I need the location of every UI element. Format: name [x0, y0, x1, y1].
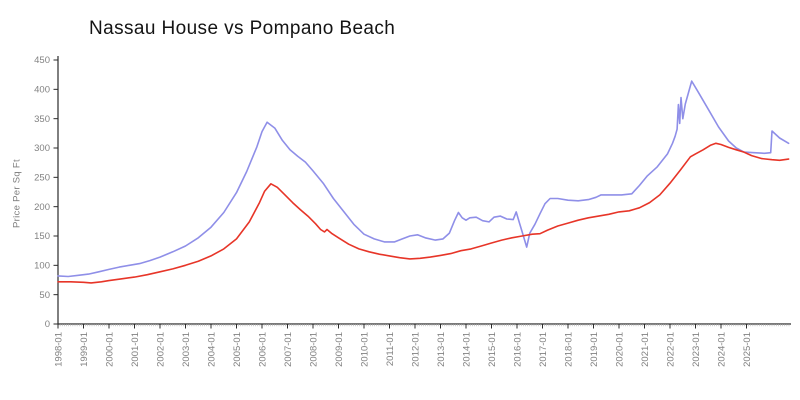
y-tick-label: 350 [34, 114, 50, 125]
x-tick-label: 2009-01 [334, 332, 345, 367]
x-tick-label: 2023-01 [691, 332, 702, 367]
x-tick-label: 2006-01 [258, 332, 269, 367]
x-tick-label: 2008-01 [309, 332, 320, 367]
x-tick-label: 2014-01 [462, 332, 473, 367]
x-tick-label: 2022-01 [666, 332, 677, 367]
x-tick-label: 2025-01 [742, 332, 753, 367]
x-tick-label: 2001-01 [130, 332, 141, 367]
y-tick-label: 450 [34, 55, 50, 66]
y-tick-label: 0 [45, 319, 50, 330]
x-tick-label: 2011-01 [385, 332, 396, 366]
x-tick-label: 1999-01 [79, 332, 90, 367]
x-tick-label: 2017-01 [538, 332, 549, 367]
axes-spines [57, 56, 791, 325]
x-tick-label: 2010-01 [360, 332, 371, 367]
x-tick-label: 2004-01 [207, 332, 218, 367]
x-tick-label: 2002-01 [156, 332, 167, 367]
series-line-nassau-house [57, 80, 790, 278]
x-tick-label: 2000-01 [105, 332, 116, 367]
y-tick-label: 50 [39, 290, 50, 301]
x-tick-label: 2018-01 [564, 332, 575, 367]
y-tick-label: 300 [34, 143, 50, 154]
x-tick-label: 2021-01 [640, 332, 651, 367]
y-tick-label: 250 [34, 173, 50, 184]
x-tick-label: 1998-01 [54, 332, 65, 367]
x-tick-label: 2007-01 [283, 332, 294, 367]
y-tick-label: 200 [34, 202, 50, 213]
chart-title: Nassau House vs Pompano Beach [89, 18, 396, 39]
y-tick-label: 100 [34, 261, 50, 272]
x-tick-label: 2012-01 [411, 332, 422, 367]
x-tick-label: 2019-01 [589, 332, 600, 367]
x-tick-label: 2005-01 [232, 332, 243, 367]
x-tick-label: 2015-01 [487, 332, 498, 367]
x-tick-label: 2024-01 [717, 332, 728, 367]
x-tick-label: 2020-01 [615, 332, 626, 367]
x-tick-label: 2003-01 [181, 332, 192, 367]
x-tick-label: 2016-01 [513, 332, 524, 367]
y-tick-label: 400 [34, 85, 50, 96]
y-tick-label: 150 [34, 231, 50, 242]
series-line-pompano-beach [57, 142, 790, 284]
x-tick-label: 2013-01 [436, 332, 447, 367]
